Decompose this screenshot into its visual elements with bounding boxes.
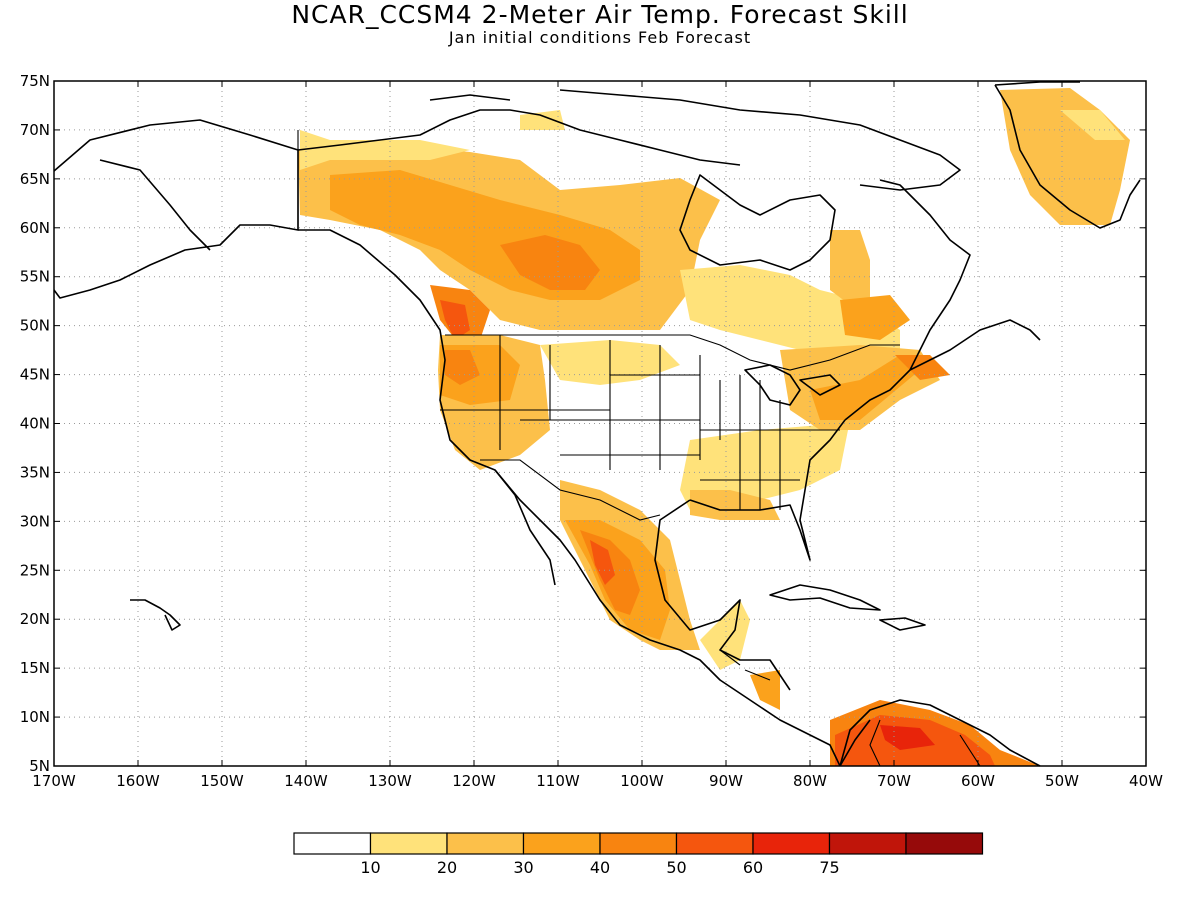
coastline-alaska (53, 119, 299, 299)
coastline-baja (494, 469, 556, 586)
lon-tick-label: 110W (536, 772, 580, 790)
colorbar: 10 20 30 40 50 60 75 (293, 832, 984, 877)
political-borders (297, 130, 981, 767)
lat-tick-label: 75N (20, 72, 50, 90)
skill-region-honduras-30-40 (750, 670, 780, 710)
border-south-america (869, 719, 981, 767)
lat-tick-label: 20N (20, 610, 50, 628)
colorbar-label: 50 (666, 858, 686, 877)
skill-region-nova-scotia-40-50 (895, 355, 950, 380)
colorbar-swatch (905, 832, 984, 855)
axis-labels: 75N 70N 65N 60N 55N 50N 45N 40N 35N 30N 25N 20N 15N 1… (20, 72, 1163, 790)
skill-region-mexico-50-60 (590, 540, 615, 585)
coastline-cuba (769, 584, 881, 611)
lon-tick-label: 160W (116, 772, 160, 790)
lon-tick-label: 80W (793, 772, 827, 790)
colorbar-swatch (599, 832, 678, 855)
lon-tick-label: 90W (709, 772, 743, 790)
border-us-canada (445, 334, 900, 371)
coastline-greenland (994, 81, 1141, 229)
lon-tick-label: 150W (200, 772, 244, 790)
lat-tick-label: 10N (20, 708, 50, 726)
coastline-hispaniola (879, 617, 926, 631)
coastline-hawaii (130, 599, 181, 631)
lon-tick-label: 60W (961, 772, 995, 790)
lat-tick-label: 5N (29, 757, 50, 775)
lat-tick-label: 50N (20, 317, 50, 335)
lat-tick-label: 65N (20, 170, 50, 188)
skill-region-quebec-30-40 (840, 295, 910, 340)
coastline-atlantic (844, 179, 1041, 421)
lat-tick-label: 30N (20, 512, 50, 530)
lon-tick-label: 120W (452, 772, 496, 790)
lat-tick-label: 60N (20, 219, 50, 237)
colorbar-swatch (522, 832, 601, 855)
colorbar-label: 10 (360, 858, 380, 877)
border-us-mexico (480, 459, 661, 521)
coastlines (53, 81, 1141, 767)
lat-tick-label: 25N (20, 561, 50, 579)
lon-tick-label: 130W (368, 772, 412, 790)
colorbar-swatch (446, 832, 525, 855)
colorbar-swatch (828, 832, 907, 855)
coastline-arctic (297, 89, 961, 191)
skill-shading (298, 88, 1130, 766)
coastline-hudson-bay (679, 174, 836, 271)
lat-tick-label: 70N (20, 121, 50, 139)
map-subtitle: Jan initial conditions Feb Forecast (448, 28, 752, 47)
skill-region-gulf-coast-20-30 (690, 490, 780, 520)
lat-tick-label: 45N (20, 366, 50, 384)
map-title: NCAR_CCSM4 2-Meter Air Temp. Forecast Sk… (291, 0, 909, 29)
colorbar-label: 40 (590, 858, 610, 877)
colorbar-label: 30 (513, 858, 533, 877)
skill-region-labrador-10-20 (680, 265, 900, 360)
lon-tick-label: 100W (620, 772, 664, 790)
skill-region-greenland-20-30 (1000, 88, 1130, 225)
lon-tick-label: 40W (1129, 772, 1163, 790)
skill-region-alaska-north-10-20 (520, 110, 565, 130)
colorbar-swatch (369, 832, 448, 855)
coastline-great-lakes (744, 364, 841, 406)
skill-region-oregon-40-50 (445, 350, 480, 385)
lat-tick-label: 35N (20, 463, 50, 481)
border-us-states (440, 335, 840, 510)
lon-tick-label: 140W (284, 772, 328, 790)
skill-region-quebec-20-30 (830, 230, 870, 305)
skill-region-northern-belt-10-20 (300, 130, 470, 170)
lat-tick-label: 15N (20, 659, 50, 677)
border-mexico-central-america (719, 649, 771, 681)
lat-tick-label: 40N (20, 415, 50, 433)
colorbar-swatch (675, 832, 754, 855)
skill-region-greenland-10-20 (1060, 110, 1125, 140)
lon-tick-label: 50W (1045, 772, 1079, 790)
colorbar-label: 75 (819, 858, 839, 877)
coastline-pacific (298, 229, 841, 767)
colorbar-label: 60 (743, 858, 763, 877)
skill-region-bc-50-60 (440, 300, 470, 340)
coastline-south-america (839, 699, 1041, 767)
lat-tick-label: 55N (20, 268, 50, 286)
skill-region-new-england-30-40 (810, 355, 920, 420)
colorbar-label: 20 (437, 858, 457, 877)
gridlines (54, 81, 1146, 766)
lon-tick-label: 70W (877, 772, 911, 790)
colorbar-swatch (293, 832, 372, 855)
colorbar-swatch (752, 832, 831, 855)
lon-tick-label: 170W (32, 772, 76, 790)
